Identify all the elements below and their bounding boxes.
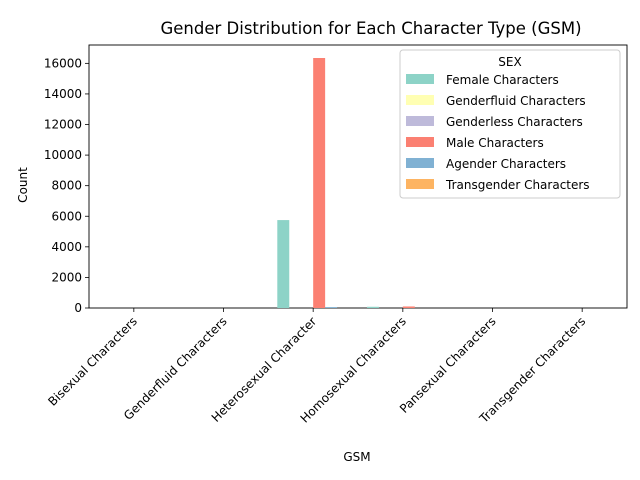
legend-swatch <box>406 95 434 105</box>
y-axis-ticks: 0 2000 4000 6000 8000 10000 12000 14000 16000 <box>44 56 89 315</box>
y-tick-label: 14000 <box>44 87 82 101</box>
legend-entry: Male Characters <box>446 136 544 150</box>
bar <box>277 220 290 308</box>
plot-area <box>88 44 628 309</box>
x-tick-label: Heterosexual Character <box>209 314 320 425</box>
legend-entry: Agender Characters <box>446 157 566 171</box>
y-tick-label: 6000 <box>51 209 82 223</box>
bar <box>325 307 338 308</box>
legend-swatch <box>406 116 434 126</box>
y-tick-label: 2000 <box>51 270 82 284</box>
legend-entry: Genderless Characters <box>446 115 583 129</box>
legend-title: SEX <box>498 55 521 69</box>
y-tick-label: 8000 <box>51 179 82 193</box>
bar <box>313 58 326 308</box>
bars-group <box>277 58 415 308</box>
plot-frame <box>88 44 628 309</box>
legend-entry: Genderfluid Characters <box>446 94 586 108</box>
legend-swatch <box>406 158 434 168</box>
x-tick-label: Pansexual Characters <box>397 314 499 416</box>
legend-swatch <box>406 179 434 189</box>
y-tick-label: 16000 <box>44 56 82 70</box>
legend-entry: Female Characters <box>446 73 559 87</box>
x-axis-label: GSM <box>343 450 370 464</box>
legend: SEX Female Characters Genderfluid Characte… <box>399 49 621 199</box>
y-tick-label: 10000 <box>44 148 82 162</box>
y-axis-label: Count <box>16 167 30 203</box>
x-tick-label: Transgender Characters <box>476 314 588 426</box>
x-tick-label: Genderfluid Characters <box>121 314 230 423</box>
legend-entry: Transgender Characters <box>445 178 590 192</box>
x-tick-label: Bisexual Characters <box>45 314 140 409</box>
bar <box>366 306 379 308</box>
y-tick-label: 0 <box>74 301 82 315</box>
legend-box <box>399 49 621 199</box>
chart-title: Gender Distribution for Each Character T… <box>160 19 581 38</box>
x-tick-label: Homosexual Characters <box>298 314 409 425</box>
y-tick-label: 12000 <box>44 118 82 132</box>
y-tick-label: 4000 <box>51 240 82 254</box>
legend-swatch <box>406 74 434 84</box>
legend-swatch <box>406 137 434 147</box>
bar <box>402 306 415 308</box>
